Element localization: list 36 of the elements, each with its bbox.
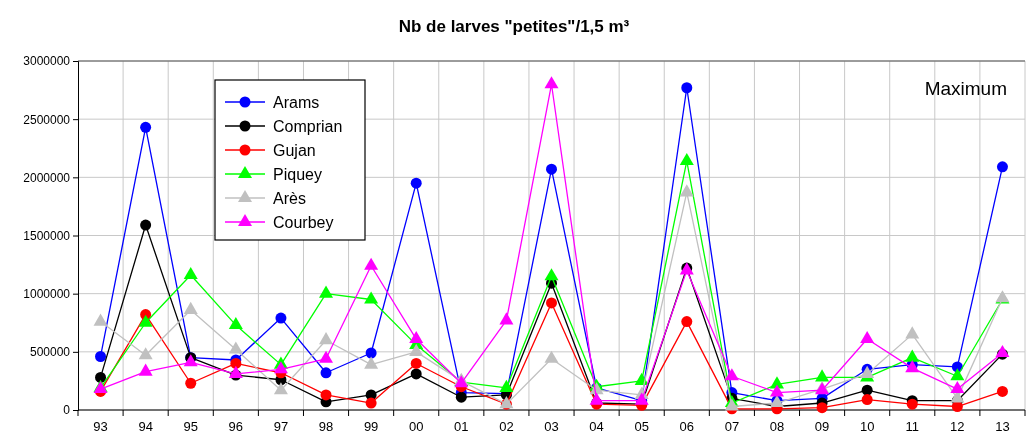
legend-label: Gujan [273,142,316,159]
x-tick-label: 00 [408,419,424,435]
y-tick-label: 1000000 [23,287,71,302]
x-tick-label: 09 [814,419,830,435]
x-tick-label: 95 [183,419,198,435]
x-tick-label: 11 [905,419,920,435]
y-tick-label: 3000000 [23,54,71,69]
x-tick-label: 06 [679,419,695,435]
x-tick-label: 98 [318,419,334,435]
chart-title: Nb de larves "petites"/1,5 m³ [398,17,630,36]
x-tick-label: 04 [589,419,604,435]
x-tick-label: 03 [544,419,559,435]
x-tick-label: 01 [454,419,469,435]
x-tick-label: 02 [499,419,514,435]
legend-label: Arès [273,190,306,207]
x-tick-label: 13 [995,419,1010,435]
y-tick-label: 0 [63,403,71,418]
x-tick-label: 12 [950,419,965,435]
legend-label: Piquey [273,166,322,183]
x-tick-label: 97 [273,419,289,435]
x-tick-label: 08 [769,419,785,435]
legend-label: Courbey [273,214,334,231]
legend-label: Arams [273,94,320,111]
legend-label: Comprian [273,118,343,135]
annotation: Maximum [924,78,1007,99]
y-tick-label: 2500000 [23,112,71,127]
y-tick-label: 2000000 [23,170,71,185]
x-tick-label: 99 [363,419,379,435]
y-tick-label: 500000 [29,345,71,360]
y-tick-label: 1500000 [23,228,71,243]
x-tick-label: 05 [634,419,649,435]
x-tick-label: 96 [228,419,244,435]
x-tick-label: 93 [93,419,108,435]
x-tick-label: 94 [138,419,153,435]
x-tick-label: 07 [724,419,740,435]
x-tick-label: 10 [859,419,875,435]
